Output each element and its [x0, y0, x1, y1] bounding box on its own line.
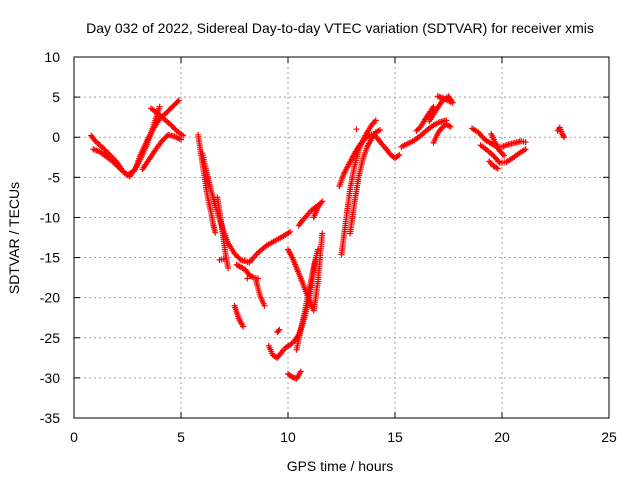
data-point [225, 264, 232, 271]
data-point [178, 136, 184, 143]
data-point [522, 146, 529, 153]
chart-title: Day 032 of 2022, Sidereal Day-to-day VTE… [86, 20, 594, 36]
x-tick-labels: 0 5 10 15 20 25 [70, 429, 617, 445]
data-point [494, 165, 501, 172]
data-point [319, 198, 326, 205]
series-arc-31 [477, 142, 529, 166]
y-tick-label: 10 [44, 49, 60, 65]
series-arc-10 [231, 302, 247, 330]
x-tick-label: 20 [494, 429, 510, 445]
y-tick-label: -30 [40, 370, 60, 386]
data-marks-layer [88, 93, 568, 382]
y-tick-label: -35 [40, 410, 60, 426]
series-arc-4 [148, 105, 187, 139]
y-tick-label: 5 [52, 89, 60, 105]
x-axis-label: GPS time / hours [287, 458, 394, 474]
data-point [430, 103, 437, 110]
series-arc-24 [353, 126, 360, 133]
data-point [353, 126, 360, 133]
x-tick-label: 15 [387, 429, 403, 445]
series-arc-8 [216, 256, 227, 263]
data-point [447, 98, 454, 105]
data-point [275, 327, 282, 334]
y-tick-label: 0 [52, 129, 60, 145]
data-point [396, 151, 403, 158]
series-arc-23 [351, 153, 358, 160]
data-point [561, 134, 568, 141]
data-point [297, 368, 304, 375]
data-point [372, 117, 379, 124]
data-point [447, 123, 454, 130]
x-tick-label: 0 [70, 429, 78, 445]
y-tick-labels: 10 5 0 -5 -10 -15 -20 -25 -30 -35 [40, 49, 60, 426]
x-tick-label: 10 [280, 429, 296, 445]
series-arc-5 [195, 131, 219, 236]
data-point [103, 148, 110, 155]
data-point [377, 127, 384, 134]
series-arc-12 [252, 277, 268, 309]
data-point [501, 152, 508, 159]
y-tick-label: -5 [48, 169, 61, 185]
series-arc-14 [274, 326, 283, 336]
data-point [261, 302, 268, 309]
series-arc-17 [285, 230, 326, 314]
series-arc-32 [486, 158, 501, 172]
x-tick-label: 5 [177, 429, 185, 445]
axis-ticks-layer [73, 56, 610, 419]
series-arc-19 [310, 198, 326, 221]
y-axis-label: SDTVAR / TECUs [6, 182, 22, 294]
series-arc-22 [347, 127, 384, 237]
data-point [287, 228, 294, 235]
series-arc-3 [139, 131, 184, 173]
series-arc-2 [90, 103, 163, 178]
data-point [212, 229, 219, 236]
series-arc-33 [488, 131, 508, 159]
series-arc-6 [199, 150, 294, 266]
data-point [174, 98, 181, 105]
series-arc-28 [430, 121, 454, 146]
data-point [522, 139, 529, 146]
plot-frame [73, 56, 610, 419]
data-point [276, 326, 283, 333]
data-point [156, 103, 163, 110]
data-point [180, 132, 187, 139]
series-arc-7 [214, 194, 232, 271]
series-arc-15 [285, 368, 304, 382]
series-arc-11 [244, 275, 251, 282]
data-point [220, 256, 227, 263]
data-point [244, 275, 251, 282]
series-arc-9 [233, 261, 262, 282]
data-point [175, 97, 182, 104]
y-tick-label: -25 [40, 330, 60, 346]
grid-layer [74, 57, 609, 418]
data-point [560, 132, 567, 139]
series-arc-21 [338, 117, 379, 258]
y-tick-label: -10 [40, 209, 60, 225]
series-arc-26 [413, 103, 437, 134]
data-point [240, 323, 247, 330]
y-tick-label: -20 [40, 290, 60, 306]
series-arc-29 [434, 93, 454, 105]
series-arc-16 [293, 246, 321, 353]
data-point [351, 153, 358, 160]
y-tick-label: -15 [40, 250, 60, 266]
data-point [319, 230, 326, 237]
series-arc-34 [554, 124, 568, 141]
x-tick-label: 25 [601, 429, 617, 445]
